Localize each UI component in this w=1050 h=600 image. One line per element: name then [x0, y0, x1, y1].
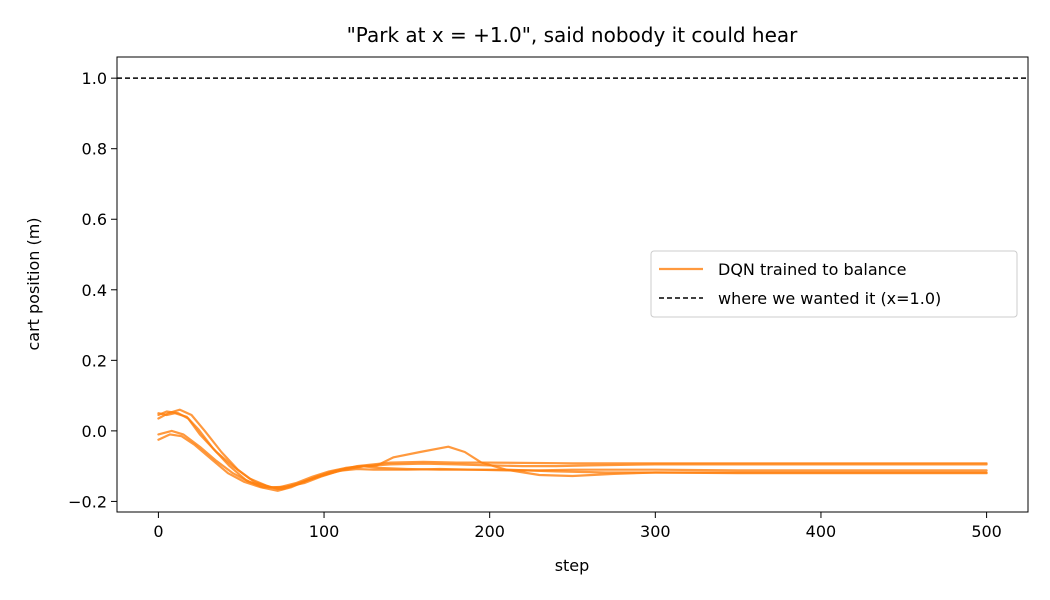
- y-tick-label: −0.2: [68, 492, 107, 511]
- legend-box: [650, 250, 1018, 318]
- x-tick-label: 400: [806, 522, 837, 541]
- y-tick-label: 0.6: [82, 210, 107, 229]
- x-tick-label: 0: [153, 522, 163, 541]
- y-tick-label: 0.4: [82, 281, 107, 300]
- y-tick-label: 1.0: [82, 69, 107, 88]
- y-tick-label: 0.2: [82, 351, 107, 370]
- series-group: [157, 408, 988, 492]
- legend-label-reference: where we wanted it (x=1.0): [718, 289, 941, 308]
- x-axis-title: step: [555, 556, 590, 575]
- y-tick-label: 0.8: [82, 140, 107, 159]
- series-line-5: [157, 412, 988, 489]
- y-tick-label: 0.0: [82, 422, 107, 441]
- legend-label-series: DQN trained to balance: [718, 260, 906, 279]
- x-tick-label: 500: [971, 522, 1002, 541]
- chart-title: "Park at x = +1.0", said nobody it could…: [347, 23, 799, 47]
- x-axis-ticks: 0 100 200 300 400 500: [153, 512, 1002, 541]
- y-axis-title: cart position (m): [24, 217, 43, 350]
- plot-frame: [116, 56, 1029, 513]
- x-tick-label: 200: [474, 522, 505, 541]
- legend: DQN trained to balance where we wanted i…: [650, 250, 1018, 318]
- x-tick-label: 100: [309, 522, 340, 541]
- x-tick-label: 300: [640, 522, 671, 541]
- y-axis-ticks: −0.2 0.0 0.2 0.4 0.6 0.8 1.0: [68, 69, 117, 511]
- series-line-4: [157, 433, 988, 492]
